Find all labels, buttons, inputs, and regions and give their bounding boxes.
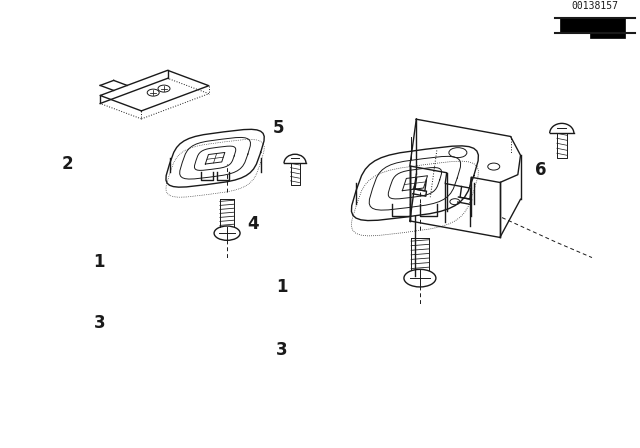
Polygon shape	[560, 18, 625, 39]
Text: 6: 6	[535, 161, 547, 180]
Text: 1: 1	[276, 278, 287, 296]
Text: 3: 3	[93, 314, 105, 332]
Text: 5: 5	[273, 119, 284, 137]
Text: 4: 4	[247, 215, 259, 233]
Text: 2: 2	[61, 155, 73, 173]
Text: 3: 3	[276, 340, 287, 358]
Text: 00138157: 00138157	[572, 1, 618, 11]
Text: 1: 1	[93, 253, 105, 271]
